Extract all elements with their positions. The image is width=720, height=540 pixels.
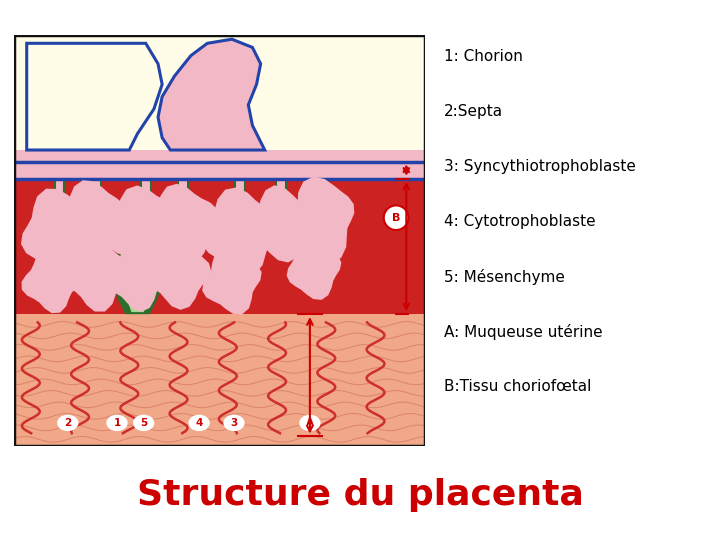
Polygon shape <box>25 193 94 272</box>
Ellipse shape <box>107 415 127 431</box>
Bar <box>91 179 102 204</box>
Polygon shape <box>206 252 258 310</box>
Bar <box>318 179 327 204</box>
Bar <box>14 174 425 314</box>
Polygon shape <box>253 193 309 255</box>
Text: 2: 2 <box>64 418 71 428</box>
Polygon shape <box>29 256 74 306</box>
Ellipse shape <box>57 415 78 431</box>
Polygon shape <box>251 190 312 259</box>
Ellipse shape <box>189 415 210 431</box>
Polygon shape <box>105 185 186 271</box>
Polygon shape <box>58 180 127 259</box>
Polygon shape <box>150 240 207 306</box>
Text: 1: Chorion: 1: Chorion <box>444 49 523 64</box>
Polygon shape <box>22 249 81 313</box>
Text: 5: Mésenchyme: 5: Mésenchyme <box>444 269 564 285</box>
Ellipse shape <box>223 415 245 431</box>
Polygon shape <box>294 245 334 293</box>
Polygon shape <box>68 239 125 308</box>
Polygon shape <box>210 255 254 307</box>
Bar <box>55 179 65 204</box>
Bar <box>276 179 286 204</box>
Polygon shape <box>202 187 279 277</box>
Circle shape <box>384 205 408 230</box>
Bar <box>14 35 425 150</box>
Bar <box>178 179 188 204</box>
Text: 4: Cytotrophoblaste: 4: Cytotrophoblaste <box>444 214 595 229</box>
Bar <box>14 161 425 179</box>
Bar <box>14 314 425 446</box>
Polygon shape <box>290 177 354 263</box>
Text: A: A <box>306 418 314 428</box>
Polygon shape <box>291 242 337 296</box>
Text: 3: Syncythiotrophoblaste: 3: Syncythiotrophoblaste <box>444 159 635 174</box>
Polygon shape <box>109 190 182 266</box>
Polygon shape <box>209 194 271 269</box>
Polygon shape <box>294 181 350 259</box>
Polygon shape <box>153 244 204 302</box>
Polygon shape <box>150 188 215 260</box>
Polygon shape <box>130 246 145 310</box>
Text: 2:Septa: 2:Septa <box>444 104 503 119</box>
Polygon shape <box>66 187 120 252</box>
Polygon shape <box>63 235 130 312</box>
Polygon shape <box>107 242 168 312</box>
Polygon shape <box>71 241 122 305</box>
Polygon shape <box>112 193 179 263</box>
Text: 1: 1 <box>113 418 121 428</box>
Polygon shape <box>287 238 341 300</box>
Bar <box>141 179 150 204</box>
Polygon shape <box>297 184 347 255</box>
Text: 5: 5 <box>140 418 148 428</box>
Polygon shape <box>202 248 261 314</box>
Ellipse shape <box>133 415 154 431</box>
Polygon shape <box>28 195 91 268</box>
Polygon shape <box>113 236 162 314</box>
Polygon shape <box>123 242 152 312</box>
Text: 4: 4 <box>195 418 203 428</box>
Polygon shape <box>154 191 212 256</box>
Text: 3: 3 <box>230 418 238 428</box>
Polygon shape <box>21 188 98 275</box>
Polygon shape <box>246 185 316 262</box>
Polygon shape <box>205 191 275 273</box>
Text: A: Muqueuse utérine: A: Muqueuse utérine <box>444 324 602 340</box>
Polygon shape <box>146 184 219 264</box>
Polygon shape <box>114 250 161 305</box>
Polygon shape <box>111 247 164 308</box>
Bar <box>14 150 425 314</box>
Polygon shape <box>62 184 122 255</box>
Polygon shape <box>158 39 265 150</box>
Polygon shape <box>27 43 162 150</box>
Text: Structure du placenta: Structure du placenta <box>137 478 583 512</box>
Text: B:Tissu choriofœtal: B:Tissu choriofœtal <box>444 379 591 394</box>
Polygon shape <box>146 237 211 310</box>
Text: B: B <box>392 213 400 222</box>
Ellipse shape <box>300 415 320 431</box>
Polygon shape <box>25 253 77 309</box>
Bar <box>235 179 245 204</box>
